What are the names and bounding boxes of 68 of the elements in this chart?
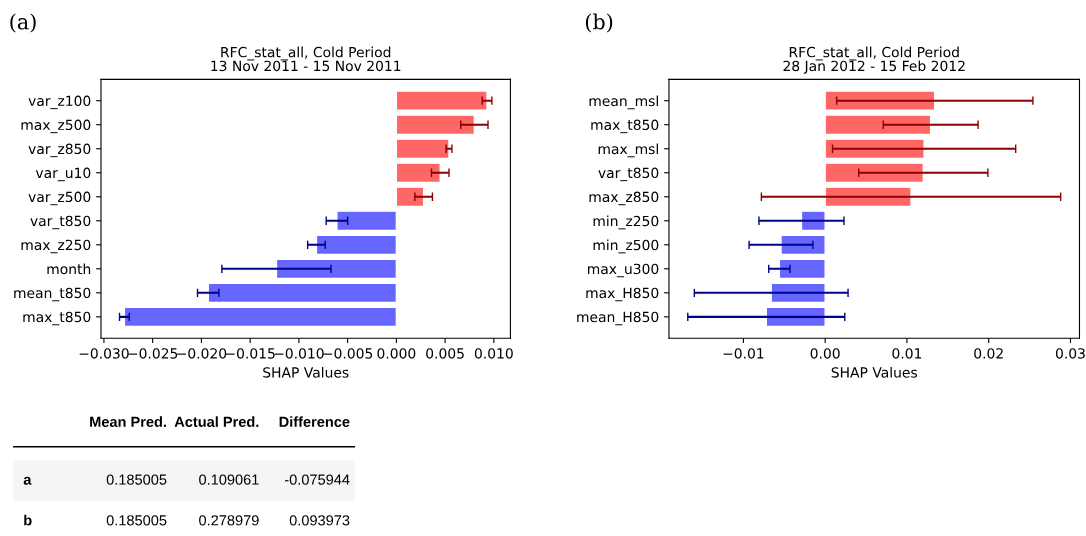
x-tick-label: −0.020 <box>177 348 227 359</box>
y-tick-label: month <box>47 263 91 275</box>
category-label: b <box>24 514 32 526</box>
text: 0.185005 <box>106 515 167 526</box>
x-tick-label: 0.02 <box>974 348 1003 359</box>
x-tick-label: 0.01 <box>892 348 922 359</box>
bar <box>824 114 932 136</box>
category-label: Actual Pred. <box>174 416 259 427</box>
text: -0.075944 <box>284 474 350 485</box>
y-tick-label: max_H850 <box>586 287 659 302</box>
y-tick-label: max_z850 <box>589 191 659 206</box>
x-tick-label: 0.010 <box>474 348 513 359</box>
y-tick-label: max_t850 <box>23 311 91 326</box>
category-label: Mean Pred. <box>90 416 166 427</box>
y-tick-label: max_z250 <box>21 239 91 254</box>
y-tick-label: max_msl <box>598 143 658 158</box>
bar <box>395 114 476 136</box>
category-label: a <box>23 476 32 485</box>
chart-title: RFC_stat_all, Cold Period 13 Nov 2011 - 15 Nov 2011 <box>211 46 401 72</box>
y-tick-label: max_z500 <box>21 119 91 134</box>
x-tick-label: −0.015 <box>225 348 275 359</box>
y-tick-label: max_t850 <box>591 119 659 134</box>
y-tick-label: min_z500 <box>593 239 659 254</box>
text: (b) <box>585 13 613 33</box>
x-tick-label: −0.005 <box>323 348 373 359</box>
x-tick-label: −0.010 <box>274 348 324 359</box>
chart-title: RFC_stat_all, Cold Period 28 Jan 2012 - 15 Feb 2012 <box>783 46 965 74</box>
bar <box>395 138 450 160</box>
x-tick-label: 0.000 <box>377 348 416 359</box>
y-tick-label: var_z500 <box>28 191 91 206</box>
y-tick-label: max_u300 <box>588 263 659 278</box>
bar <box>123 306 398 328</box>
bar <box>395 186 425 208</box>
bar <box>315 234 398 256</box>
bar <box>395 162 441 184</box>
bar <box>780 234 826 256</box>
text: 0.185005 <box>106 474 167 485</box>
bar <box>824 138 925 160</box>
text: 0.278979 <box>199 515 259 526</box>
bar <box>395 90 488 112</box>
y-tick-label: var_t850 <box>30 215 91 230</box>
x-tick-label: 0.00 <box>810 348 840 359</box>
y-tick-label: mean_H850 <box>577 311 659 326</box>
y-tick-label: var_t850 <box>598 167 659 182</box>
bar <box>778 258 826 280</box>
text: 0.109061 <box>199 474 259 485</box>
x-axis-title: SHAP Values <box>831 366 918 378</box>
bar <box>207 282 398 304</box>
bar <box>824 90 936 112</box>
x-axis-title: SHAP Values <box>263 366 349 378</box>
y-tick-label: min_z250 <box>593 215 659 230</box>
bar <box>824 162 924 184</box>
y-tick-label: var_z100 <box>28 95 91 110</box>
bar <box>275 258 398 280</box>
y-tick-label: mean_msl <box>589 95 658 110</box>
x-tick-label: 0.005 <box>426 348 464 359</box>
x-tick-label: −0.01 <box>723 348 764 359</box>
text: (a) <box>10 13 36 33</box>
x-tick-label: 0.03 <box>1055 348 1085 359</box>
x-tick-label: −0.030 <box>79 348 129 359</box>
bar <box>800 210 826 232</box>
text: 0.093973 <box>289 515 350 526</box>
y-tick-label: var_z850 <box>28 143 91 158</box>
y-tick-label: mean_t850 <box>14 287 91 302</box>
y-tick-label: var_u10 <box>35 167 91 182</box>
category-label: Difference <box>279 416 350 427</box>
x-tick-label: −0.025 <box>128 348 178 359</box>
bar <box>336 210 398 232</box>
